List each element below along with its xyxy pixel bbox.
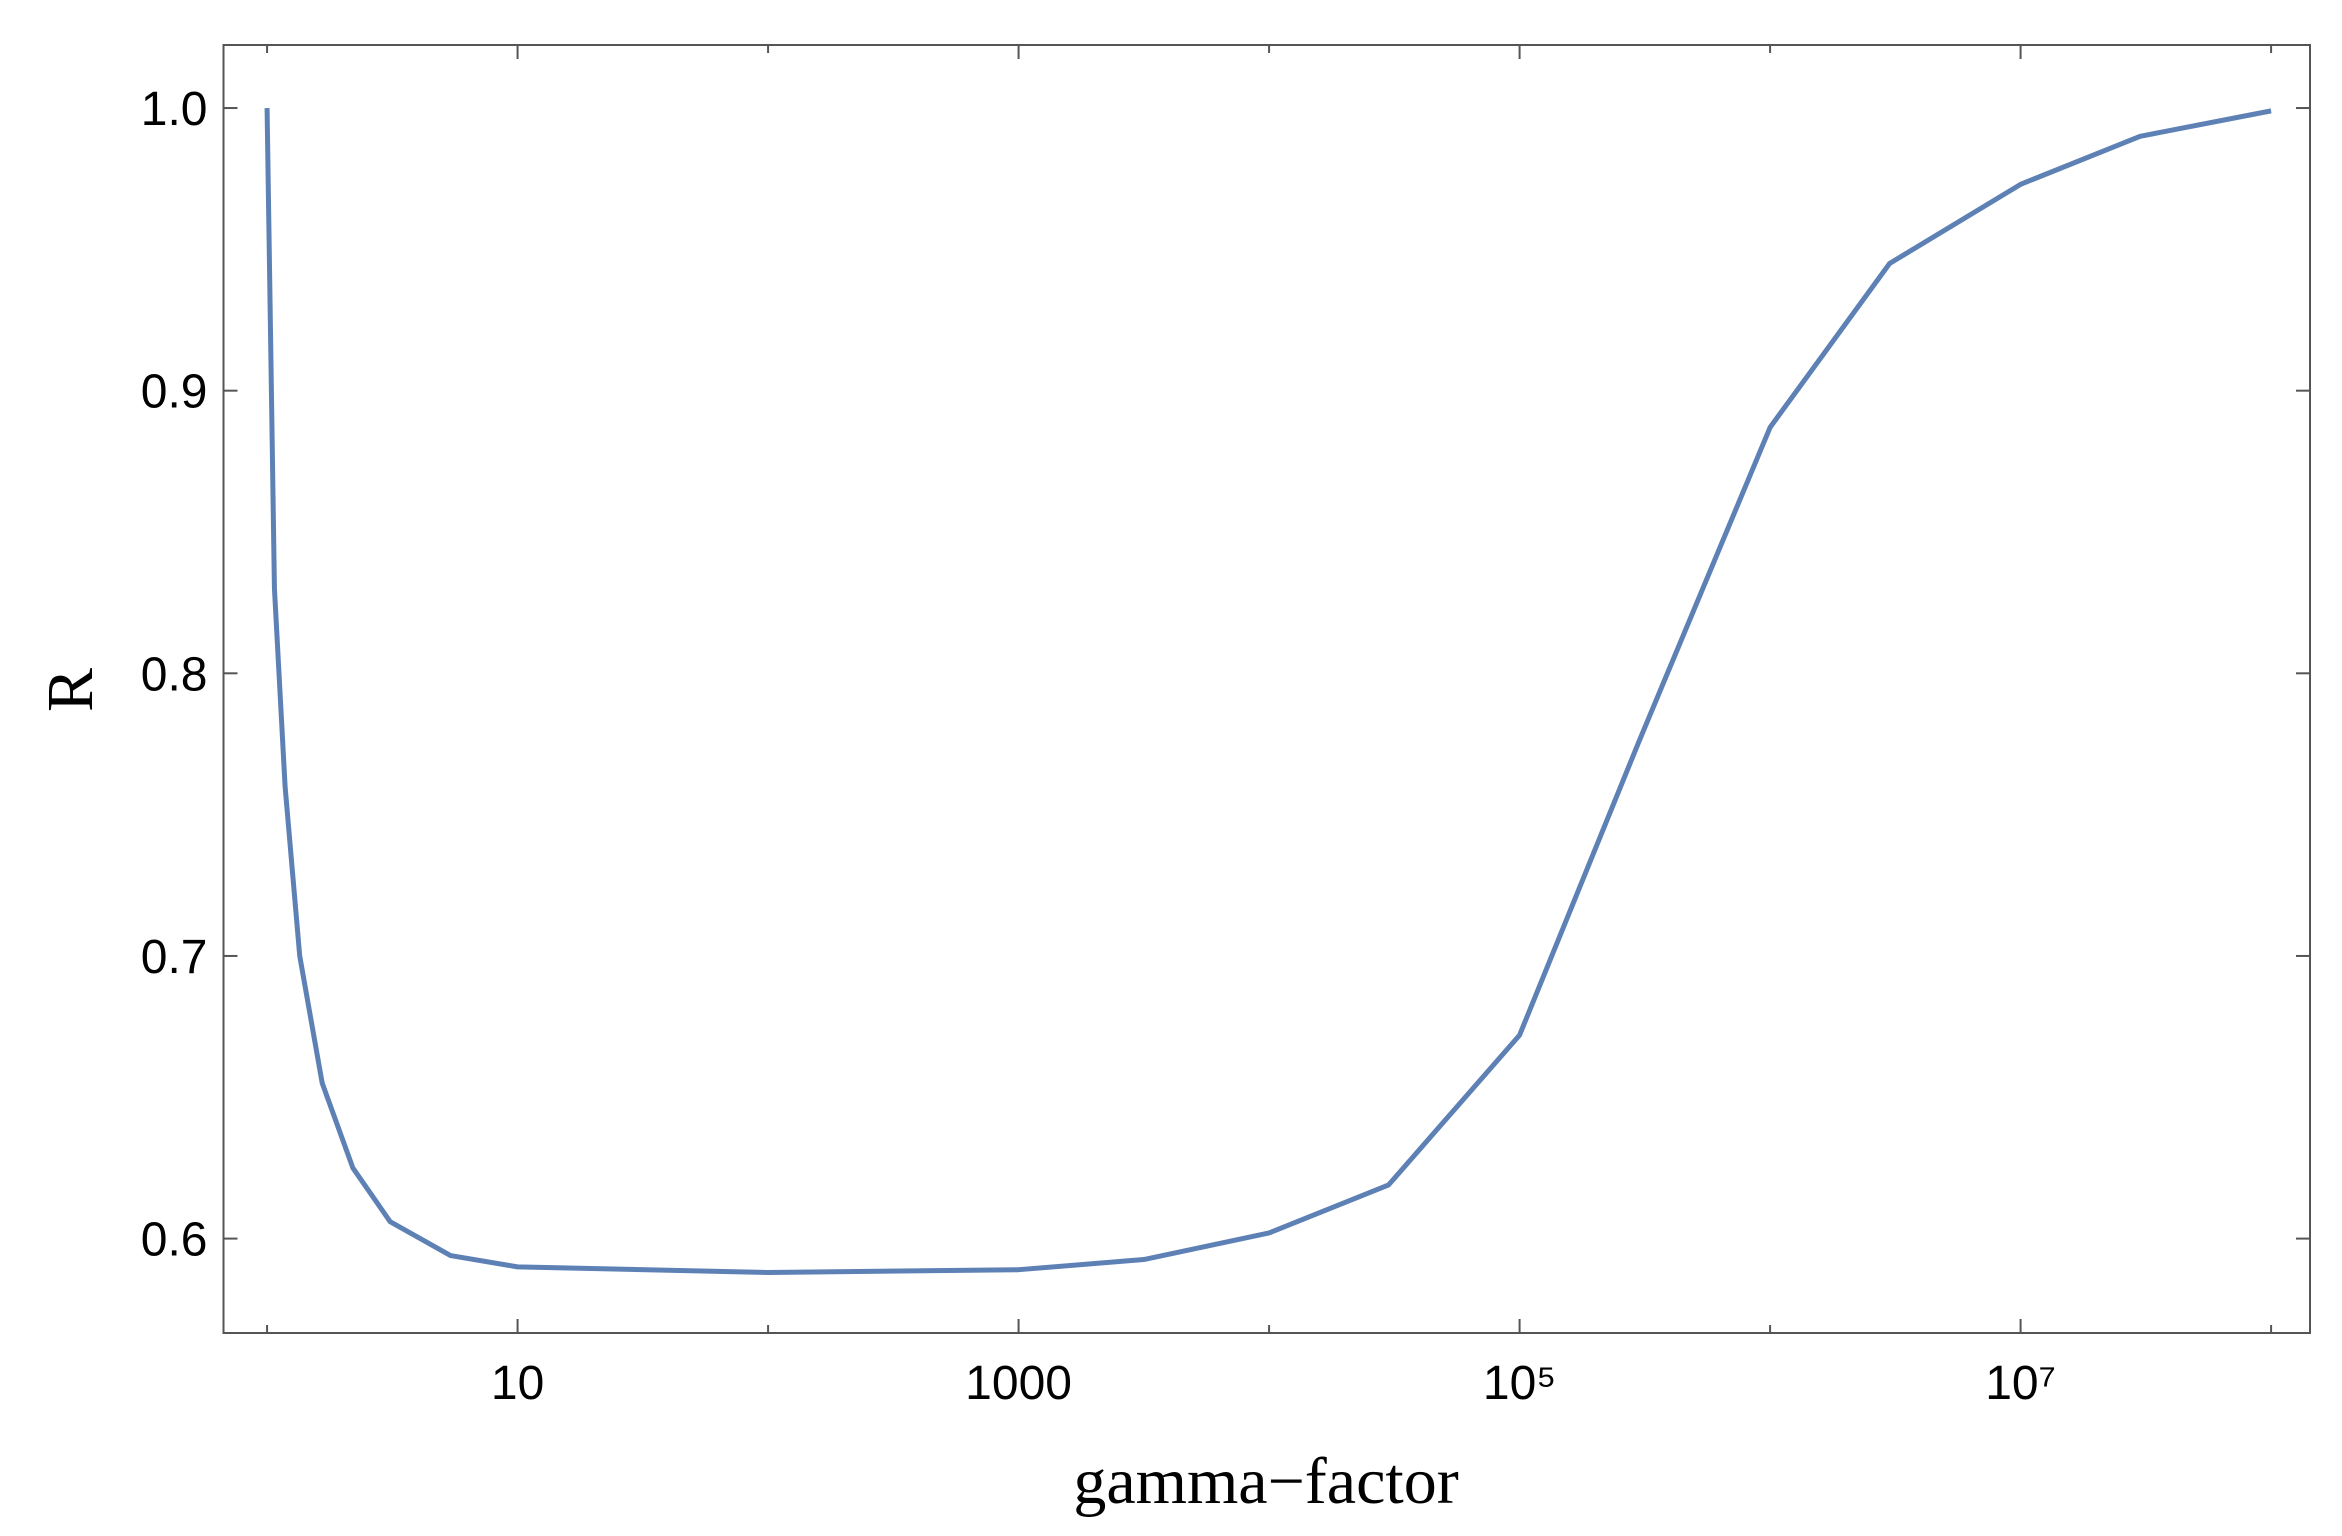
y-tick-label: 0.9 <box>141 366 208 419</box>
x-axis-title: gamma−factor <box>1073 1445 1458 1518</box>
plot-frame <box>222 44 2311 1334</box>
x-tick-label: 10 <box>491 1357 544 1410</box>
x-tick-label: 10⁷ <box>1985 1357 2056 1410</box>
data-line <box>264 107 2272 1276</box>
x-tick-label: 10⁵ <box>1483 1357 1556 1410</box>
y-tick-label: 0.8 <box>141 648 208 701</box>
y-tick-label: 0.6 <box>141 1214 208 1267</box>
y-tick-label: 0.7 <box>141 931 208 984</box>
x-tick-label: 1000 <box>965 1357 1072 1410</box>
y-tick-label: 1.0 <box>141 83 208 136</box>
y-axis-title: R <box>34 668 107 712</box>
